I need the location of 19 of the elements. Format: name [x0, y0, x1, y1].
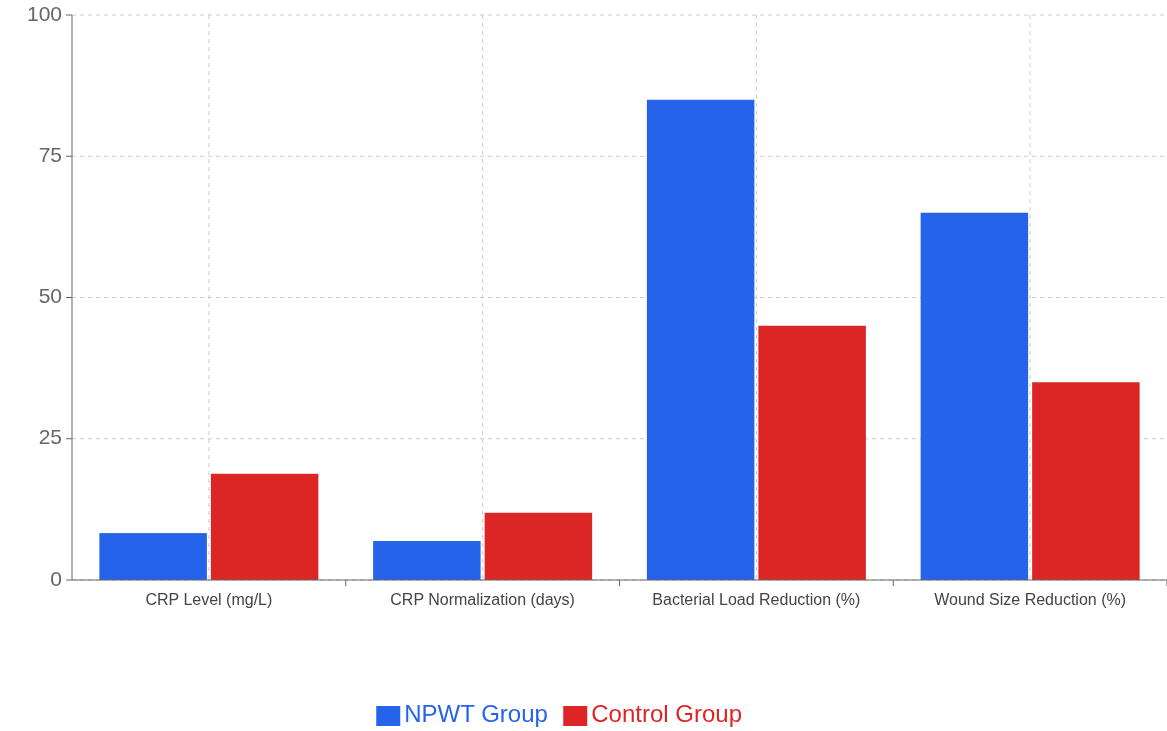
y-tick-label: 100: [26, 1, 62, 25]
x-tick-label: CRP Normalization (days): [390, 591, 575, 608]
legend-label: Control Group: [591, 700, 742, 728]
y-tick-label: 0: [50, 566, 62, 590]
bar: [758, 325, 866, 580]
bar: [920, 212, 1029, 580]
y-tick-label: 50: [38, 284, 62, 308]
y-tick-label: 25: [38, 425, 62, 449]
bar: [373, 541, 481, 580]
x-tick-label: CRP Level (mg/L): [145, 591, 273, 608]
legend-label: NPWT Group: [404, 700, 548, 728]
bar: [1032, 382, 1140, 580]
y-tick-label: 75: [38, 142, 62, 166]
bar: [646, 99, 755, 580]
x-tick-label: Wound Size Reduction (%): [934, 591, 1127, 608]
x-tick-label: Bacterial Load Reduction (%): [652, 591, 861, 608]
bar: [484, 512, 593, 580]
bar: [99, 533, 207, 580]
bar: [210, 473, 319, 580]
